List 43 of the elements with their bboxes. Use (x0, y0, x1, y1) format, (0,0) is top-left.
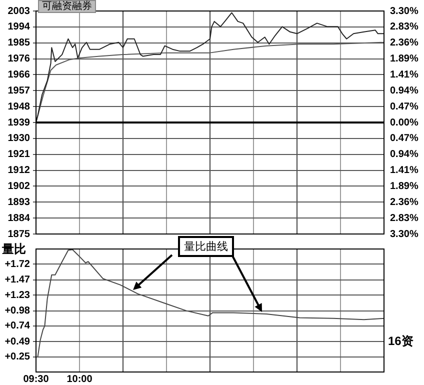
x-tick-label: 09:30 (23, 374, 50, 385)
y2-tick-label: 1.89% (390, 181, 418, 192)
annotation: 可融资融券 (38, 0, 96, 13)
y2-tick-label: 0.47% (390, 133, 418, 144)
y-tick-label: +1.72 (4, 258, 30, 270)
y-tick-label: +0.98 (4, 306, 30, 317)
y2-tick-label: 2.83% (390, 212, 418, 224)
y2-tick-label: 0.94% (390, 85, 418, 96)
x-tick-label: 10:00 (66, 374, 93, 385)
y-tick-label: 1930 (8, 133, 30, 144)
y2-tick-label: 0.00% (390, 117, 418, 128)
y-tick-label: 2003 (8, 6, 30, 17)
y-tick-label: 1985 (8, 38, 30, 49)
y2-tick-label: 0.47% (390, 101, 418, 112)
y2-tick-label: 1.41% (390, 70, 418, 81)
y-tick-label: 1976 (8, 54, 30, 65)
y2-tick-label: 2.36% (390, 38, 418, 49)
y-tick-label: +1.47 (4, 274, 30, 286)
y-tick-label: 1912 (8, 165, 30, 176)
y-tick-label: +0.49 (4, 336, 30, 348)
y2-tick-label: 0.94% (390, 149, 418, 160)
text: 16资 (388, 333, 414, 350)
y-tick-label: +0.74 (4, 320, 30, 332)
annotation: 量比曲线 (178, 236, 234, 257)
y2-tick-label: 1.41% (390, 164, 418, 176)
y-tick-label: 1966 (8, 69, 30, 80)
y-tick-label: 1884 (8, 212, 30, 224)
y-axis-title: 量比 (2, 241, 26, 258)
y-tick-label: 1957 (8, 85, 30, 96)
y2-tick-label: 2.36% (390, 196, 418, 208)
y-tick-label: 1902 (8, 180, 30, 192)
y2-tick-label: 1.89% (390, 53, 418, 64)
y-tick-label: 1893 (8, 196, 30, 208)
y-tick-label: 1875 (8, 228, 30, 240)
y2-tick-label: 3.30% (390, 6, 418, 17)
y-tick-label: 1994 (8, 22, 30, 33)
y2-tick-label: 3.30% (390, 228, 418, 240)
y-tick-label: +1.23 (4, 290, 30, 301)
y-tick-label: +0.25 (4, 352, 30, 363)
y2-tick-label: 2.83% (390, 22, 418, 33)
y-tick-label: 1939 (8, 117, 30, 128)
y-tick-label: 1948 (8, 101, 30, 112)
y-tick-label: 1921 (8, 149, 30, 160)
